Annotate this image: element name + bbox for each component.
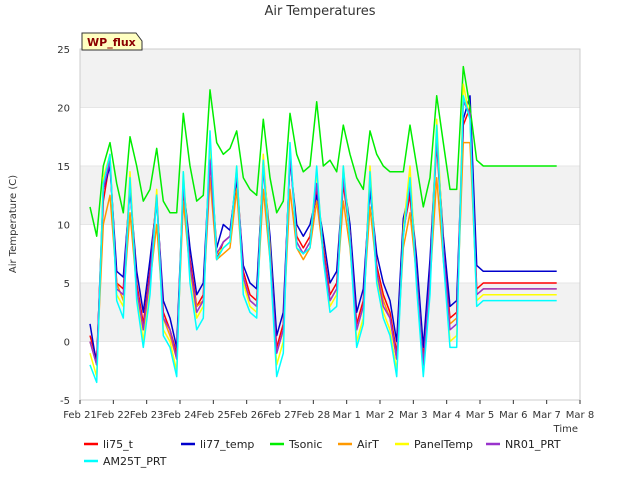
y-axis-ticks: -5 0 5 10 15 20 25 <box>57 45 70 407</box>
legend: li75_t li77_temp Tsonic AirT PanelTemp NR01_P… <box>84 438 561 468</box>
grid-band <box>80 166 580 225</box>
y-tick-label: 20 <box>57 104 70 115</box>
legend-label: NR01_PRT <box>505 438 561 451</box>
x-tick-label: Mar 3 <box>399 410 427 421</box>
y-tick-label: 25 <box>57 45 70 56</box>
wp-flux-badge: WP_flux <box>81 32 143 51</box>
x-tick-label: Mar 8 <box>566 410 594 421</box>
x-tick-label: Feb 25 <box>197 410 231 421</box>
x-tick-label: Mar 5 <box>466 410 494 421</box>
x-tick-label: Feb 27 <box>263 410 297 421</box>
y-tick-label: 10 <box>57 221 70 232</box>
x-tick-label: Mar 1 <box>332 410 360 421</box>
x-tick-label: Feb 24 <box>163 410 197 421</box>
x-tick-label: Mar 4 <box>432 410 460 421</box>
legend-label: AirT <box>357 438 379 451</box>
x-tick-label: Feb 23 <box>130 410 164 421</box>
chart-title: Air Temperatures <box>264 4 375 19</box>
x-tick-label: Mar 6 <box>499 410 527 421</box>
x-axis-ticks: Feb 21 Feb 22 Feb 23 Feb 24 Feb 25 Feb 26 Feb … <box>63 400 594 421</box>
x-tick-label: Mar 7 <box>532 410 560 421</box>
legend-label: Tsonic <box>288 438 322 451</box>
badge-label: WP_flux <box>87 36 136 49</box>
y-tick-label: 15 <box>57 162 70 173</box>
x-tick-label: Mar 2 <box>366 410 394 421</box>
x-tick-label: Feb 22 <box>97 410 131 421</box>
y-tick-label: -5 <box>60 396 70 407</box>
series-line-tsonic <box>89 65 557 237</box>
x-tick-label: Feb 28 <box>297 410 331 421</box>
x-tick-label: Feb 26 <box>230 410 264 421</box>
series-line-am25t-prt <box>89 95 557 384</box>
legend-label: li77_temp <box>200 438 254 451</box>
legend-label: PanelTemp <box>414 438 473 451</box>
y-axis-label: Air Temperature (C) <box>8 175 19 273</box>
grid-band <box>80 49 580 108</box>
y-tick-label: 0 <box>64 338 70 349</box>
series-lines <box>89 65 557 384</box>
plot-frame <box>79 48 581 401</box>
y-tick-label: 5 <box>64 279 70 290</box>
legend-label: li75_t <box>103 438 134 451</box>
x-axis-label: Time <box>553 424 578 435</box>
series-line-li77-temp <box>89 95 557 366</box>
x-tick-label: Feb 21 <box>63 410 97 421</box>
legend-label: AM25T_PRT <box>103 455 167 468</box>
